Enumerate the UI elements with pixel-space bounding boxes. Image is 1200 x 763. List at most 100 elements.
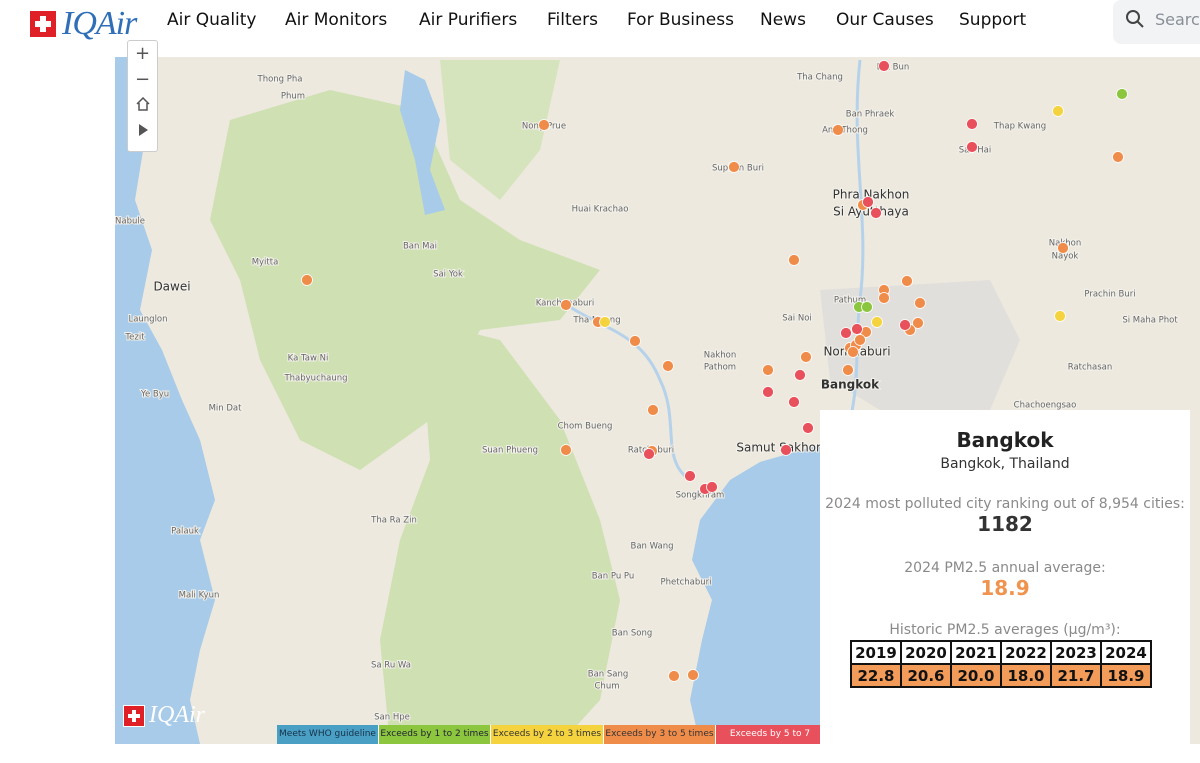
station-marker[interactable] [662,360,674,372]
historic-table: 2019 2020 2021 2022 2023 2024 22.8 20.6 20.0 18.0… [850,640,1152,688]
nav-item[interactable]: For Business [627,10,734,30]
legend-item: Meets WHO guideline [277,725,379,744]
search-icon [1126,10,1144,28]
page: IQAir Search Air Quality Air Monitors Air … [30,0,1200,758]
value-cell: 21.7 [1050,663,1102,688]
search-box[interactable]: Search [1113,0,1200,44]
place-label: Phra Nakhon [833,188,910,202]
place-label: Suan Phueng [482,446,538,456]
home-button[interactable] [128,93,157,119]
station-markers [301,60,1128,682]
station-marker[interactable] [966,118,978,130]
station-marker[interactable] [1052,105,1064,117]
station-marker[interactable] [851,323,863,335]
place-label: Ang Thong [822,126,868,136]
logo[interactable]: IQAir [30,5,137,43]
place-label: Chum [595,682,620,692]
place-label: Nakhon [704,351,736,361]
station-marker[interactable] [687,669,699,681]
station-marker[interactable] [914,297,926,309]
station-marker[interactable] [794,369,806,381]
place-label: Huai Krachao [572,205,629,215]
year-cell: 2023 [1050,640,1102,665]
station-marker[interactable] [878,292,890,304]
station-marker[interactable] [1112,151,1124,163]
station-marker[interactable] [301,274,313,286]
place-label: Chom Bueng [558,422,613,432]
year-cell: 2022 [1000,640,1052,665]
station-marker[interactable] [871,316,883,328]
station-marker[interactable] [862,196,874,208]
station-marker[interactable] [899,319,911,331]
station-marker[interactable] [668,670,680,682]
place-label: Nabule [115,217,145,227]
station-marker[interactable] [684,470,696,482]
station-marker[interactable] [842,364,854,376]
nav-item[interactable]: Air Monitors [285,10,388,30]
play-icon [138,124,148,136]
station-marker[interactable] [847,346,859,358]
nav-item[interactable]: News [760,10,806,30]
station-marker[interactable] [802,422,814,434]
place-label: Myitta [252,258,279,268]
place-label: Palauk [171,527,199,537]
nav-item[interactable]: Our Causes [836,10,934,30]
station-marker[interactable] [780,444,792,456]
station-marker[interactable] [912,317,924,329]
nav-item[interactable]: Air Purifiers [419,10,518,30]
place-label: Tha Ra Zin [370,516,417,526]
station-marker[interactable] [560,299,572,311]
station-marker[interactable] [788,254,800,266]
urban [820,280,1020,410]
station-marker[interactable] [878,60,890,72]
station-marker[interactable] [1116,88,1128,100]
place-label: Ban Sang [588,670,629,680]
city-popup: Bangkok Bangkok, Thailand 2024 most poll… [820,410,1190,744]
place-label: Sai Yok [433,270,463,280]
zoom-out[interactable]: − [134,69,151,90]
place-label: Pathom [704,363,736,373]
year-cell: 2019 [850,640,902,665]
station-marker[interactable] [861,301,873,313]
nav-item[interactable]: Filters [547,10,598,30]
station-marker[interactable] [643,448,655,460]
station-marker[interactable] [901,275,913,287]
station-marker[interactable] [788,396,800,408]
station-marker[interactable] [966,141,978,153]
nav-item[interactable]: Air Quality [167,10,257,30]
watermark-icon [123,704,145,727]
place-label: Ban Phraek [846,110,895,120]
zoom-in[interactable]: + [134,43,151,64]
ranking-label: 2024 most polluted city ranking out of 8… [825,496,1185,512]
station-marker[interactable] [599,316,611,328]
place-label: Dawei [153,280,190,294]
value-cell: 20.6 [900,663,952,688]
station-marker[interactable] [870,207,882,219]
average-label: 2024 PM2.5 annual average: [904,560,1106,576]
station-marker[interactable] [706,481,718,493]
station-marker[interactable] [629,335,641,347]
station-marker[interactable] [840,327,852,339]
place-label: Thong Pha [257,75,303,85]
place-label: San Hpe [374,713,410,723]
station-marker[interactable] [832,124,844,136]
place-label: Samut Sakhon [736,441,823,455]
play-button[interactable] [128,119,157,145]
station-marker[interactable] [762,364,774,376]
station-marker[interactable] [647,404,659,416]
value-cell: 18.9 [1100,663,1152,688]
station-marker[interactable] [1057,242,1069,254]
station-marker[interactable] [762,386,774,398]
place-label: Bangkok [821,378,880,392]
station-marker[interactable] [800,351,812,363]
place-label: Sa Ru Wa [371,661,411,671]
station-marker[interactable] [854,334,866,346]
station-marker[interactable] [538,119,550,131]
nav-item[interactable]: Support [959,10,1027,30]
station-marker[interactable] [560,444,572,456]
legend: Meets WHO guideline Exceeds by 1 to 2 tim… [277,725,825,758]
place-label: Ban Wang [631,542,674,552]
station-marker[interactable] [728,161,740,173]
station-marker[interactable] [1054,310,1066,322]
